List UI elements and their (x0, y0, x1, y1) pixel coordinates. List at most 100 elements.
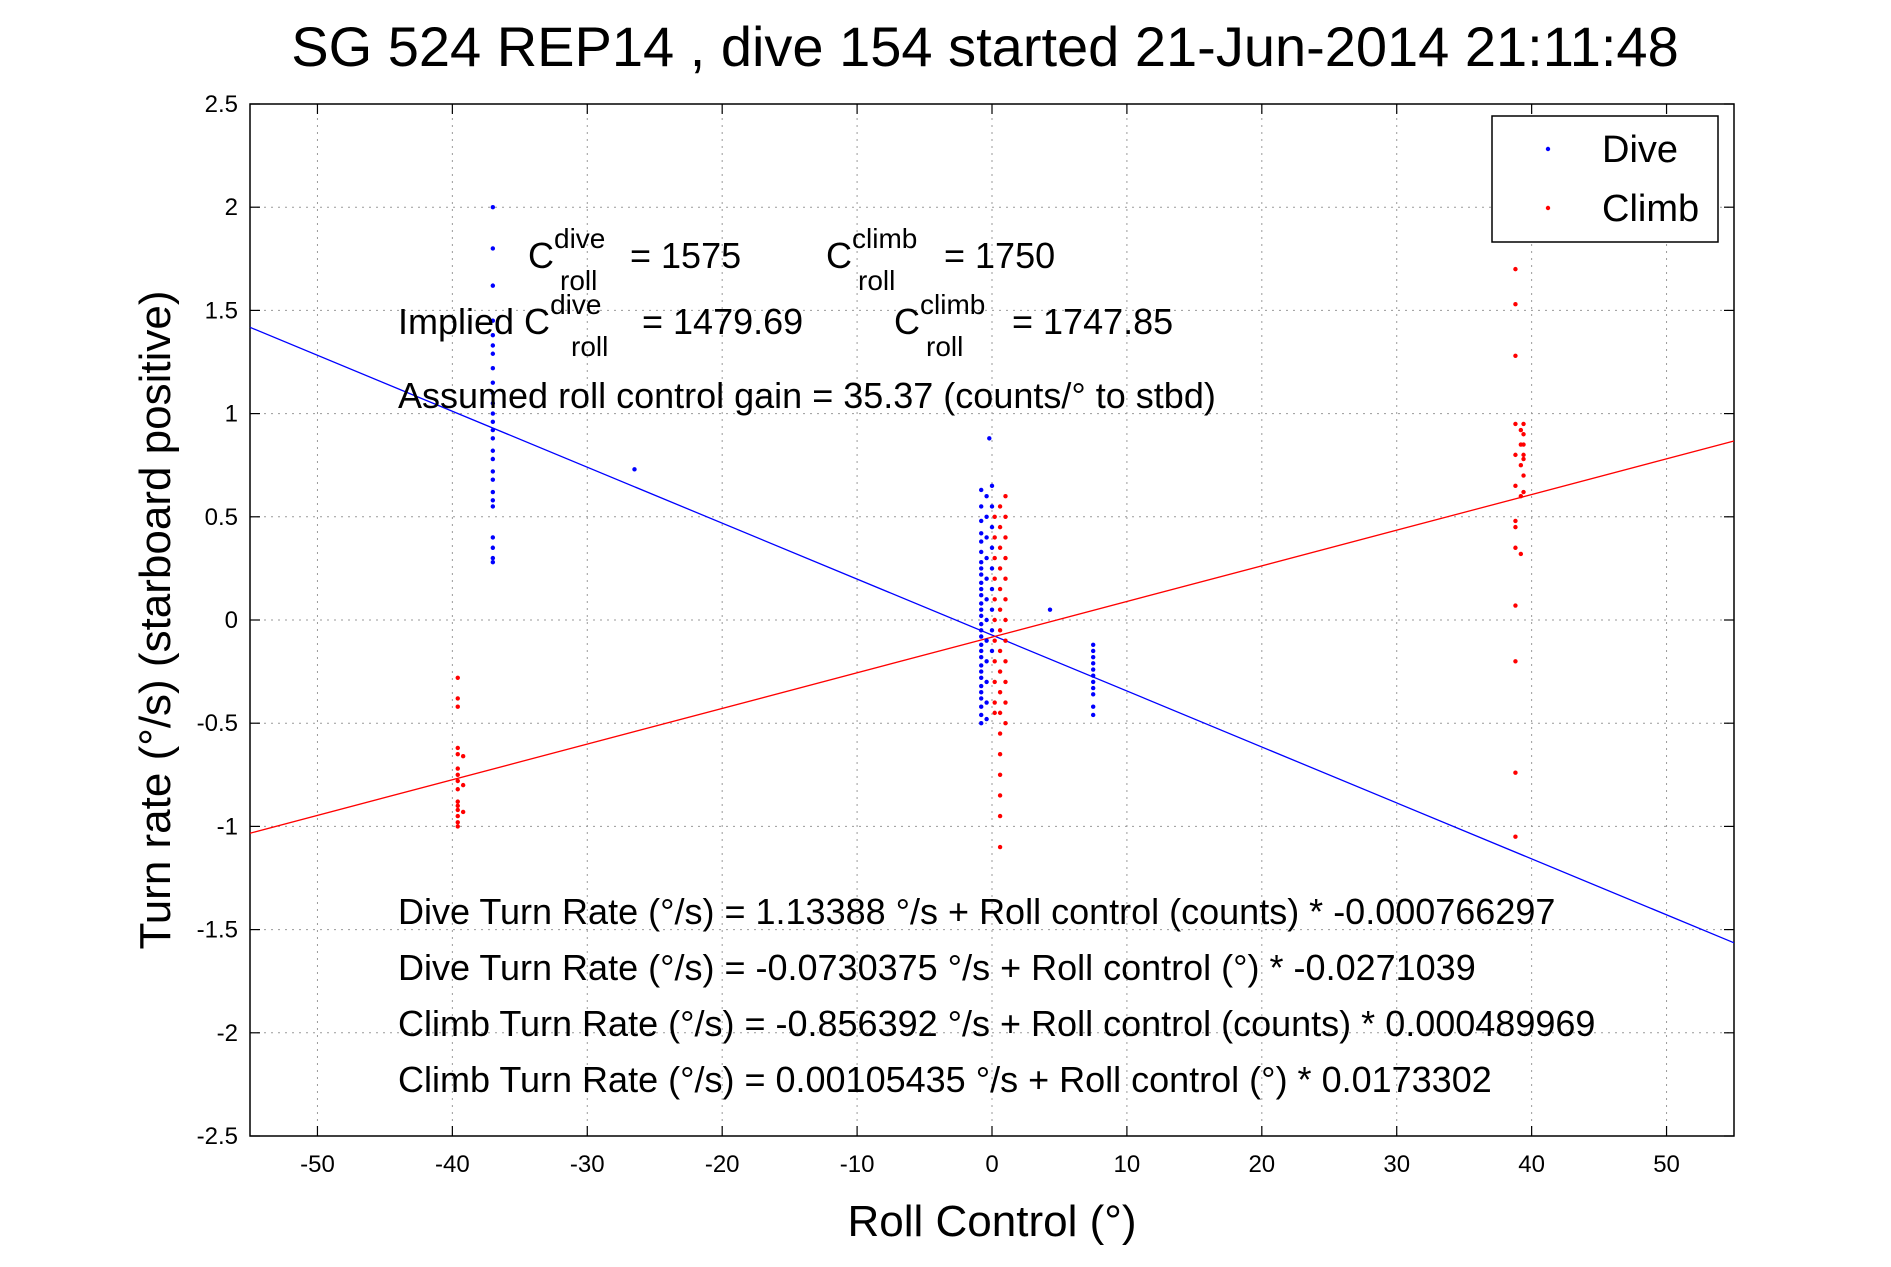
climb-point (997, 566, 1003, 571)
dive-point (979, 675, 984, 680)
dive-point (979, 634, 984, 639)
climb-point (455, 704, 460, 709)
climb-point (1521, 456, 1526, 462)
dive-point (989, 566, 995, 571)
c-dive-value: = 1575 (620, 235, 741, 276)
dive-point (1090, 712, 1096, 718)
dive-point (490, 498, 496, 503)
dive-point (979, 712, 984, 718)
dive-point (984, 535, 989, 540)
dive-point (490, 560, 496, 565)
dive-point (490, 318, 496, 323)
climb-point (1003, 535, 1008, 540)
dive-point (989, 607, 995, 612)
dive-point (984, 700, 989, 705)
x-tick-label: 40 (1518, 1151, 1545, 1178)
dive-point (979, 560, 984, 565)
climb-point (997, 648, 1003, 654)
fit-lines (249, 326, 1735, 944)
dive-point (979, 690, 984, 695)
implied-climb-prefix: C (894, 301, 920, 342)
y-tick-label: 0 (225, 607, 238, 634)
implied-dive-sub: roll (571, 331, 608, 362)
equation-dive-counts: Dive Turn Rate (°/s) = 1.13388 °/s + Rol… (398, 891, 1555, 932)
legend-box (1491, 115, 1719, 243)
dive-point (490, 545, 496, 550)
implied-climb-sup: climb (920, 289, 985, 320)
dive-point (979, 683, 984, 689)
c-climb-value: = 1750 (934, 235, 1055, 276)
climb-point (1518, 493, 1524, 499)
y-tick-label: 1 (225, 401, 238, 428)
climb-point (997, 628, 1003, 633)
legend-dive-marker (1545, 146, 1551, 152)
dive-point (490, 205, 496, 210)
dive-point (490, 401, 496, 406)
climb-point (997, 504, 1003, 509)
climb-point (992, 679, 997, 685)
dive-point (989, 586, 995, 592)
x-tick-label: 0 (985, 1151, 998, 1178)
dive-point (984, 555, 989, 561)
plot-frame (249, 103, 1735, 1137)
climb-point (1521, 473, 1526, 478)
climb-point (1513, 834, 1518, 839)
c-climb-sub: roll (858, 265, 895, 296)
climb-point (455, 824, 460, 829)
dive-point (490, 343, 496, 348)
c-dive-sub: roll (560, 265, 597, 296)
c-roll-annotations: Cdive roll = 1575 Cclimb roll = 1750 Impli… (398, 223, 1216, 416)
dive-point (979, 642, 984, 647)
climb-fit-line (249, 440, 1735, 834)
y-tick-label: -1.5 (197, 917, 238, 944)
climb-point (1003, 638, 1008, 643)
dive-point (632, 467, 637, 472)
dive-point (989, 648, 995, 654)
climb-point (1513, 353, 1518, 359)
y-tick-label: -2 (217, 1020, 238, 1047)
climb-point (455, 787, 460, 792)
dive-point (989, 628, 995, 633)
climb-point (1003, 721, 1008, 726)
dive-fit-line (249, 326, 1735, 944)
y-tick-label: -1 (217, 813, 238, 840)
x-tick-label: 20 (1248, 1151, 1275, 1178)
climb-point (455, 803, 460, 808)
climb-point (1003, 576, 1008, 581)
implied-climb-value: = 1747.85 (1002, 301, 1173, 342)
dive-point (979, 669, 984, 674)
dive-point (1090, 667, 1096, 672)
climb-point (1513, 421, 1518, 427)
dive-point (984, 716, 989, 722)
dive-point (979, 654, 984, 660)
dive-point (1090, 648, 1096, 654)
dive-point (490, 456, 496, 462)
implied-label: Implied C (398, 301, 550, 342)
dive-point (984, 514, 989, 519)
dive-point (490, 390, 496, 396)
dive-point (979, 593, 984, 598)
x-tick-label: 10 (1114, 1151, 1141, 1178)
legend: Dive Climb (1491, 115, 1719, 243)
dive-point (984, 617, 989, 623)
implied-dive-sup: dive (550, 289, 601, 320)
climb-point (1513, 524, 1518, 530)
dive-point (490, 419, 496, 425)
y-tick-label: 1.5 (205, 297, 238, 324)
dive-point (490, 504, 496, 509)
climb-point (1513, 659, 1518, 664)
climb-point (460, 782, 466, 788)
climb-point (992, 514, 997, 519)
dive-point (490, 332, 496, 338)
dive-point (979, 721, 984, 726)
equation-dive-degrees: Dive Turn Rate (°/s) = -0.0730375 °/s + … (398, 947, 1476, 988)
dive-series (490, 205, 1096, 726)
climb-point (1513, 545, 1518, 550)
dive-point (490, 411, 496, 416)
climb-point (455, 745, 460, 751)
dive-point (979, 487, 984, 493)
data-points (455, 205, 1526, 850)
dive-point (987, 436, 992, 441)
dive-point (1090, 642, 1096, 647)
climb-point (1003, 597, 1008, 602)
